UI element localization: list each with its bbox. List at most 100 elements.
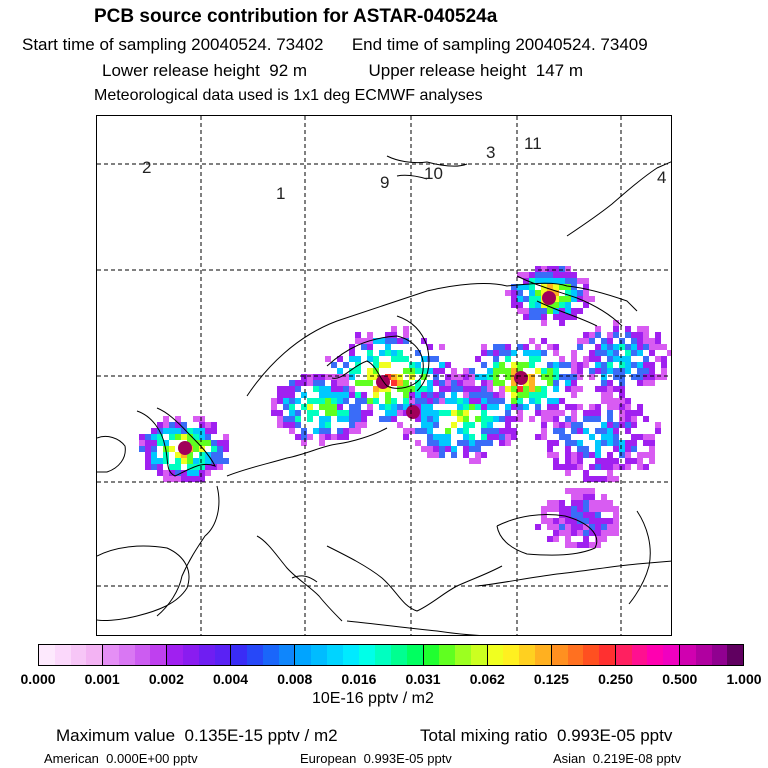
sampling-times: Start time of sampling 20040524. 73402 E… xyxy=(22,35,648,55)
concentration-cell xyxy=(541,290,547,296)
meteo-note: Meteorological data used is 1x1 deg ECMW… xyxy=(94,87,483,104)
concentration-cell xyxy=(481,386,487,392)
concentration-cell xyxy=(361,380,367,386)
colorbar-tick-label: 0.001 xyxy=(84,671,120,687)
concentration-cell xyxy=(631,410,637,416)
concentration-cell xyxy=(403,404,409,410)
concentration-cell xyxy=(193,440,199,446)
concentration-cell xyxy=(589,434,595,440)
concentration-cell xyxy=(613,476,619,482)
concentration-cell xyxy=(625,410,631,416)
concentration-cell xyxy=(325,434,331,440)
concentration-cell xyxy=(601,374,607,380)
concentration-cell xyxy=(511,398,517,404)
concentration-cell xyxy=(373,368,379,374)
concentration-cell xyxy=(625,422,631,428)
concentration-cell xyxy=(289,404,295,410)
concentration-cell xyxy=(199,434,205,440)
concentration-cell xyxy=(355,380,361,386)
concentration-cell xyxy=(613,440,619,446)
concentration-cell xyxy=(511,296,517,302)
concentration-cell xyxy=(433,374,439,380)
concentration-cell xyxy=(535,392,541,398)
concentration-cell xyxy=(193,464,199,470)
concentration-cell xyxy=(511,392,517,398)
concentration-cell xyxy=(385,416,391,422)
concentration-cell xyxy=(547,500,553,506)
concentration-cell xyxy=(625,416,631,422)
concentration-cell xyxy=(655,332,661,338)
colorbar-swatch xyxy=(214,645,231,665)
upper-value: 147 m xyxy=(535,61,584,80)
concentration-cell xyxy=(553,362,559,368)
concentration-cell xyxy=(577,458,583,464)
concentration-cell xyxy=(541,428,547,434)
concentration-cell xyxy=(637,374,643,380)
concentration-cell xyxy=(463,428,469,434)
concentration-cell xyxy=(331,398,337,404)
concentration-cell xyxy=(559,506,565,512)
concentration-cell xyxy=(505,434,511,440)
concentration-cell xyxy=(583,290,589,296)
colorbar-swatch xyxy=(599,645,615,665)
concentration-cell xyxy=(565,542,571,548)
concentration-cell xyxy=(529,356,535,362)
concentration-cell xyxy=(589,452,595,458)
colorbar-swatch xyxy=(711,645,728,665)
concentration-cell xyxy=(289,386,295,392)
concentration-cell xyxy=(559,278,565,284)
concentration-cell xyxy=(319,428,325,434)
concentration-cell xyxy=(571,512,577,518)
concentration-cell xyxy=(199,416,205,422)
concentration-cell xyxy=(487,416,493,422)
colorbar-tick-label: 0.000 xyxy=(20,671,56,687)
colorbar-swatch xyxy=(615,645,632,665)
concentration-cell xyxy=(535,350,541,356)
concentration-cell xyxy=(595,524,601,530)
concentration-cell xyxy=(517,272,523,278)
concentration-cell xyxy=(481,434,487,440)
concentration-cell xyxy=(601,380,607,386)
concentration-cell xyxy=(619,386,625,392)
concentration-cell xyxy=(391,350,397,356)
concentration-cell xyxy=(367,380,373,386)
concentration-cell xyxy=(607,392,613,398)
american-contribution: American 0.000E+00 pptv xyxy=(44,751,198,766)
concentration-cell xyxy=(553,440,559,446)
concentration-cell xyxy=(589,296,595,302)
concentration-cell xyxy=(637,434,643,440)
concentration-cell xyxy=(583,512,589,518)
concentration-cell xyxy=(613,398,619,404)
concentration-cell xyxy=(643,356,649,362)
concentration-cell xyxy=(631,416,637,422)
concentration-cell xyxy=(169,422,175,428)
concentration-cell xyxy=(595,542,601,548)
concentration-cell xyxy=(529,290,535,296)
concentration-cell xyxy=(325,422,331,428)
concentration-cell xyxy=(421,356,427,362)
map-canvas xyxy=(97,116,671,635)
concentration-cell xyxy=(553,374,559,380)
concentration-cell xyxy=(541,368,547,374)
concentration-cell xyxy=(523,308,529,314)
concentration-cell xyxy=(457,374,463,380)
concentration-cell xyxy=(571,362,577,368)
concentration-cell xyxy=(367,398,373,404)
concentration-cell xyxy=(577,278,583,284)
concentration-cell xyxy=(649,350,655,356)
concentration-cell xyxy=(511,386,517,392)
concentration-cell xyxy=(271,404,277,410)
concentration-cell xyxy=(487,428,493,434)
concentration-cell xyxy=(193,434,199,440)
concentration-cell xyxy=(217,458,223,464)
concentration-cell xyxy=(319,386,325,392)
concentration-cell xyxy=(343,398,349,404)
concentration-cell xyxy=(145,464,151,470)
concentration-cell xyxy=(577,512,583,518)
colorbar-swatch xyxy=(535,645,551,665)
concentration-cell xyxy=(661,374,667,380)
concentration-cell xyxy=(415,398,421,404)
concentration-cell xyxy=(343,392,349,398)
concentration-cell xyxy=(589,332,595,338)
concentration-cell xyxy=(637,350,643,356)
